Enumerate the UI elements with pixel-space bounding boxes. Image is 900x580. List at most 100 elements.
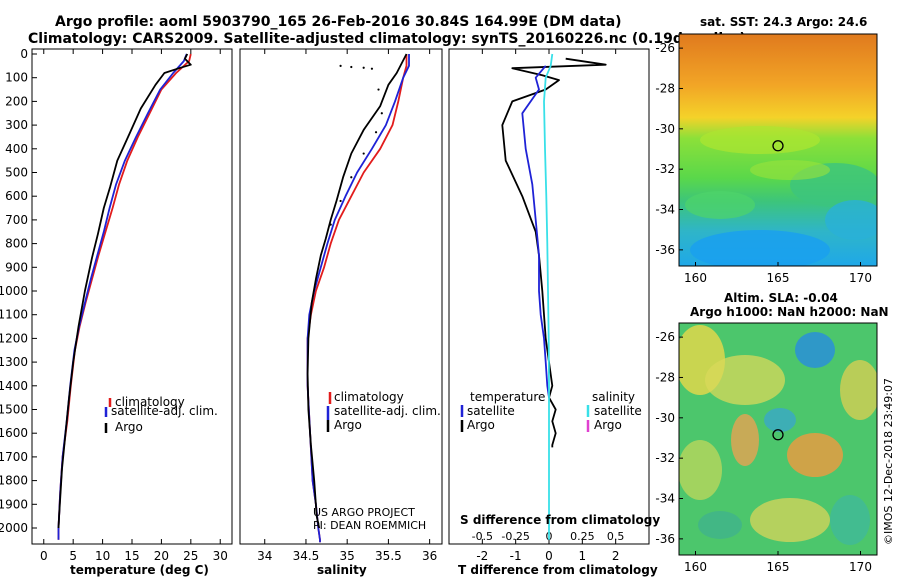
y-tick-label: 700 (5, 213, 28, 227)
lat-tick-label: -28 (655, 81, 675, 95)
dotted-profile-point (377, 88, 380, 91)
sla-map-axes: 160 165 170 -26 -28 -30 -32 -34 -36 (655, 330, 872, 574)
lon-tick-label: 165 (767, 560, 790, 574)
s-tick-label: -0.25 (501, 530, 529, 543)
temperature-profiles (57, 53, 192, 540)
difference-panel: -2 -1 0 1 2 -0.5 -0.25 0 0.25 0.5 T difference f… (448, 48, 660, 577)
lat-tick-label: -28 (655, 370, 675, 384)
x-tick-label: 2 (612, 549, 620, 563)
argo-float-location-marker (772, 140, 784, 152)
y-tick-label: 800 (5, 237, 28, 251)
legend-head-temperature: temperature (470, 390, 545, 404)
t-difference-axis-label: T difference from climatology (458, 563, 658, 577)
legend-label-climatology: climatology (334, 390, 404, 404)
y-tick-label: 1300 (0, 355, 28, 369)
x-tick-label: 1 (579, 549, 587, 563)
s-difference-axis-title: S difference from climatology (460, 513, 660, 527)
y-tick-label: 1400 (0, 379, 28, 393)
y-tick-label: 100 (5, 71, 28, 85)
depth-axis: 0 100 200 300 400 500 600 700 800 900 1000 1100 1200… (0, 47, 37, 535)
x-tick-label: 35 (340, 549, 355, 563)
legend-label-temp-satellite: satellite (467, 404, 515, 418)
lat-tick-label: -34 (655, 203, 675, 217)
series-line-argo (306, 53, 408, 529)
series-line-argo (57, 53, 192, 529)
y-tick-label: 300 (5, 118, 28, 132)
sst-map-panel: sat. SST: 24.3 Argo: 24.6 (655, 15, 878, 285)
dotted-profile-point (370, 67, 374, 70)
lat-tick-label: -36 (655, 243, 675, 257)
credit-pi: PI: DEAN ROEMMICH (313, 519, 426, 532)
legend-label-temp-argo: Argo (467, 418, 495, 432)
y-tick-label: 1000 (0, 284, 28, 298)
y-tick-label: 1500 (0, 403, 28, 417)
dotted-profile-point (362, 152, 365, 155)
salinity-profiles (306, 53, 410, 543)
imos-timestamp: ©IMOS 12-Dec-2018 23:49:07 (882, 378, 895, 545)
x-tick-label: 36 (422, 549, 437, 563)
series-line-temperature-satellite (521, 65, 550, 398)
temperature-axes-frame (31, 48, 233, 545)
y-tick-label: 1800 (0, 474, 28, 488)
argo-float-location-marker (772, 429, 784, 441)
lat-tick-label: -26 (655, 41, 675, 55)
x-tick-label: 10 (95, 549, 110, 563)
y-tick-label: 500 (5, 166, 28, 180)
lon-tick-label: 160 (684, 560, 707, 574)
legend-label-sal-argo: Argo (594, 418, 622, 432)
difference-legend: temperature salinity satellite Argo sate… (460, 390, 642, 432)
dotted-profile-point (339, 199, 342, 203)
dotted-profile-point (350, 65, 353, 69)
temperature-x-axis: 0 5 10 15 20 25 30 (40, 49, 228, 563)
x-tick-label: 5 (69, 549, 77, 563)
y-tick-label: 900 (5, 260, 28, 274)
figure-title-line1: Argo profile: aoml 5903790_165 26-Feb-20… (55, 14, 622, 30)
temperature-legend: climatology satellite-adj. clim. Argo (104, 395, 218, 434)
s-tick-label: 0.5 (607, 530, 625, 543)
dotted-profile-point (350, 176, 353, 179)
dotted-profile-point (374, 131, 378, 134)
salinity-axis-label: salinity (317, 563, 367, 577)
lat-tick-label: -30 (655, 122, 675, 136)
lon-tick-label: 165 (767, 271, 790, 285)
x-tick-label: 20 (154, 549, 169, 563)
s-tick-label: -0.5 (472, 530, 493, 543)
y-tick-label: 1100 (0, 308, 28, 322)
y-tick-label: 600 (5, 189, 28, 203)
lon-tick-label: 160 (684, 271, 707, 285)
lat-tick-label: -30 (655, 411, 675, 425)
sla-field-patches (679, 325, 877, 545)
sst-map-title: sat. SST: 24.3 Argo: 24.6 (700, 15, 867, 29)
salinity-x-axis: 34 34.5 35 35.5 36 (257, 49, 437, 563)
dotted-profile-point (339, 64, 342, 67)
sst-field-patches (685, 126, 877, 266)
y-tick-label: 1200 (0, 331, 28, 345)
lat-tick-label: -32 (655, 451, 675, 465)
sla-map-subtitle: Argo h1000: NaN h2000: NaN (690, 305, 889, 319)
y-tick-label: 1900 (0, 497, 28, 511)
sla-map-title: Altim. SLA: -0.04 (724, 291, 838, 305)
lat-tick-label: -36 (655, 532, 675, 546)
dotted-profile-point (380, 112, 383, 115)
legend-label-sal-satellite: satellite (594, 404, 642, 418)
y-tick-label: 2000 (0, 521, 28, 535)
y-tick-label: 200 (5, 94, 28, 108)
legend-label-climatology: climatology (115, 395, 185, 409)
x-tick-label: 34.5 (293, 549, 320, 563)
legend-label-argo: Argo (334, 418, 362, 432)
series-line-salinity-satellite (543, 53, 554, 540)
temperature-axis-label: temperature (deg C) (70, 563, 209, 577)
lat-tick-label: -26 (655, 330, 675, 344)
figure-title-line2: Climatology: CARS2009. Satellite-adjuste… (28, 31, 746, 47)
lat-tick-label: -34 (655, 492, 675, 506)
salinity-axes-frame (239, 48, 443, 545)
y-tick-label: 1600 (0, 426, 28, 440)
x-tick-label: 15 (124, 549, 139, 563)
s-tick-label: 0.25 (570, 530, 595, 543)
dotted-profile-point (362, 66, 365, 69)
legend-label-argo: Argo (115, 420, 143, 434)
x-tick-label: 34 (257, 549, 272, 563)
sla-map-panel: Altim. SLA: -0.04 Argo h1000: NaN h2000:… (655, 291, 888, 574)
credit-project: US ARGO PROJECT (313, 506, 415, 519)
